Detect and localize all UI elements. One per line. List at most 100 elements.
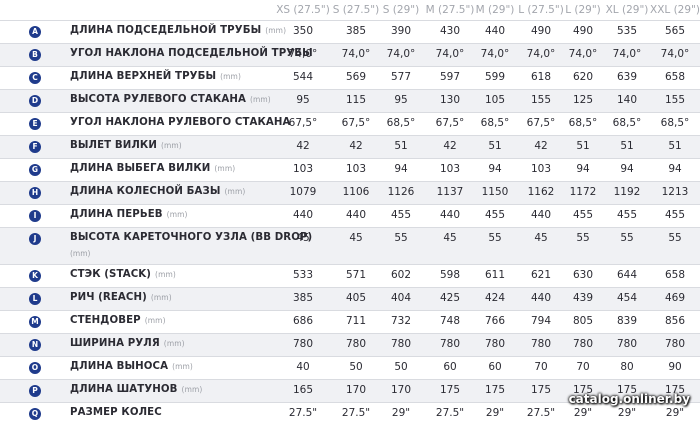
table-cell: 67,5° — [435, 117, 465, 129]
table-row: P ДЛИНА ШАТУНОВ (mm) 165 170 170 175 175 175 175 1… — [0, 379, 700, 403]
table-cell: 42 — [443, 140, 457, 152]
table-row: B УГОЛ НАКЛОНА ПОДСЕДЕЛЬНОЙ ТРУБЫ 74,0° 74,… — [0, 43, 700, 67]
row-unit: (mm) — [155, 270, 176, 279]
table-cell: 74,0° — [660, 48, 690, 60]
row-label: ВЫЛЕТ ВИЛКИ (mm) — [70, 140, 182, 151]
table-cell: 856 — [664, 315, 686, 327]
table-cell: 94 — [668, 163, 682, 175]
table-cell: 1172 — [569, 186, 597, 198]
table-cell: 404 — [390, 292, 412, 304]
table-cell: 55 — [394, 232, 408, 244]
table-cell: 68,5° — [480, 117, 510, 129]
row-label-text: ВЫСОТА КАРЕТОЧНОГО УЗЛА (BB DROP) — [70, 232, 313, 243]
table-cell: 711 — [345, 315, 367, 327]
table-cell: 74,0° — [526, 48, 556, 60]
row-label: ДЛИНА ПЕРЬЕВ (mm) — [70, 209, 188, 220]
row-label: СТЕНДОВЕР (mm) — [70, 315, 166, 326]
table-cell: 42 — [296, 140, 310, 152]
row-letter-badge: D — [29, 95, 41, 107]
table-cell: 405 — [345, 292, 367, 304]
table-cell: 440 — [345, 209, 367, 221]
table-row: C ДЛИНА ВЕРХНЕЙ ТРУБЫ (mm) 544 569 577 597 599 6… — [0, 66, 700, 90]
table-cell: 175 — [484, 384, 506, 396]
table-cell: 440 — [530, 292, 552, 304]
column-header: M (27.5") — [425, 4, 475, 16]
table-cell: 780 — [616, 338, 638, 350]
table-cell: 430 — [439, 25, 461, 37]
row-label-text: УГОЛ НАКЛОНА ПОДСЕДЕЛЬНОЙ ТРУБЫ — [70, 48, 313, 59]
row-unit: (mm) — [181, 385, 203, 394]
row-unit: (mm) — [249, 95, 271, 104]
table-cell: 70 — [576, 361, 590, 373]
table-cell: 74,0° — [386, 48, 416, 60]
table-cell: 94 — [488, 163, 502, 175]
row-unit: (mm) — [144, 316, 166, 325]
column-header: XS (27.5") — [276, 4, 330, 16]
table-cell: 599 — [484, 71, 506, 83]
row-letter-badge: B — [29, 49, 41, 61]
table-cell: 455 — [390, 209, 412, 221]
table-cell: 27.5" — [435, 407, 465, 419]
table-cell: 732 — [390, 315, 412, 327]
table-cell: 55 — [668, 232, 682, 244]
row-label: ДЛИНА ВЕРХНЕЙ ТРУБЫ (mm) — [70, 71, 241, 82]
table-cell: 155 — [530, 94, 552, 106]
table-cell: 103 — [439, 163, 461, 175]
table-cell: 658 — [664, 269, 686, 281]
row-label: ВЫСОТА РУЛЕВОГО СТАКАНА (mm) — [70, 94, 271, 105]
row-letter-badge: J — [29, 233, 41, 245]
row-label-text: СТЭК (STACK) — [70, 269, 152, 280]
table-cell: 490 — [530, 25, 552, 37]
table-cell: 780 — [292, 338, 314, 350]
table-cell: 748 — [439, 315, 461, 327]
table-cell: 469 — [664, 292, 686, 304]
table-cell: 455 — [616, 209, 638, 221]
row-letter-badge: E — [29, 118, 41, 130]
table-cell: 74,0° — [568, 48, 598, 60]
table-cell: 620 — [572, 71, 594, 83]
table-cell: 597 — [439, 71, 461, 83]
row-unit: (mm) — [224, 187, 246, 196]
row-label-text: ДЛИНА ПОДСЕДЕЛЬНОЙ ТРУБЫ — [70, 25, 262, 36]
table-cell: 630 — [572, 269, 594, 281]
table-cell: 29" — [485, 407, 505, 419]
table-row: L РИЧ (REACH) (mm) 385 405 404 425 424 440 439 454… — [0, 287, 700, 311]
table-cell: 1150 — [481, 186, 509, 198]
table-cell: 569 — [345, 71, 367, 83]
table-cell: 175 — [572, 384, 594, 396]
table-cell: 45 — [349, 232, 363, 244]
table-cell: 29" — [617, 407, 637, 419]
table-cell: 175 — [439, 384, 461, 396]
watermark: catalog.onliner.by — [568, 392, 690, 406]
table-cell: 51 — [488, 140, 502, 152]
table-cell: 780 — [530, 338, 552, 350]
table-cell: 454 — [616, 292, 638, 304]
row-label-text: УГОЛ НАКЛОНА РУЛЕВОГО СТАКАНА — [70, 117, 291, 128]
table-cell: 80 — [620, 361, 634, 373]
table-cell: 103 — [345, 163, 367, 175]
row-unit: (mm) — [163, 339, 185, 348]
table-cell: 839 — [616, 315, 638, 327]
table-cell: 780 — [484, 338, 506, 350]
table-cell: 74,0° — [480, 48, 510, 60]
table-cell: 455 — [484, 209, 506, 221]
table-cell: 455 — [572, 209, 594, 221]
row-label: РАЗМЕР КОЛЕС — [70, 407, 162, 418]
table-cell: 95 — [296, 94, 310, 106]
table-cell: 51 — [394, 140, 408, 152]
table-cell: 50 — [394, 361, 408, 373]
row-unit: (mm) — [166, 210, 188, 219]
row-label-text: ДЛИНА ПЕРЬЕВ — [70, 209, 163, 220]
table-row: E УГОЛ НАКЛОНА РУЛЕВОГО СТАКАНА 67,5° 67,5°… — [0, 112, 700, 136]
table-cell: 565 — [664, 25, 686, 37]
row-label-text: СТЕНДОВЕР — [70, 315, 141, 326]
table-cell: 68,5° — [660, 117, 690, 129]
table-row: G ДЛИНА ВЫБЕГА ВИЛКИ (mm) 103 103 94 103 94 103 9… — [0, 158, 700, 182]
table-row: F ВЫЛЕТ ВИЛКИ (mm) 42 42 51 42 51 42 51 51 51 — [0, 135, 700, 159]
table-cell: 644 — [616, 269, 638, 281]
table-cell: 74,0° — [612, 48, 642, 60]
table-cell: 55 — [488, 232, 502, 244]
table-cell: 440 — [439, 209, 461, 221]
table-cell: 175 — [530, 384, 552, 396]
table-cell: 50 — [349, 361, 363, 373]
